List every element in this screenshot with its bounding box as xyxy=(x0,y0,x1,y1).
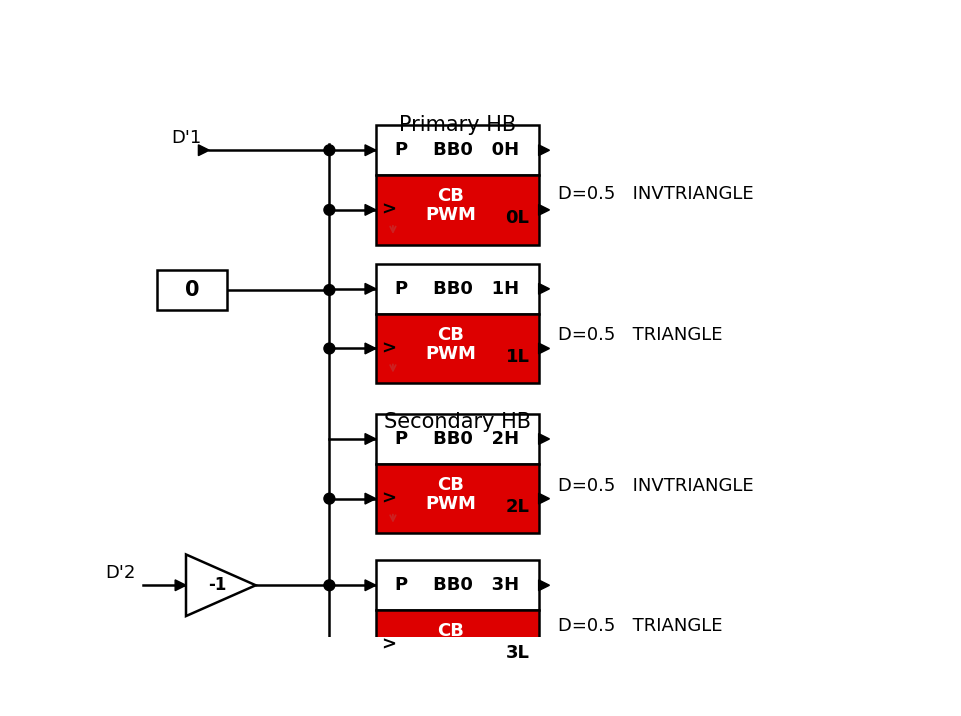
Text: P    BB0   3H: P BB0 3H xyxy=(395,576,519,594)
Bar xyxy=(376,125,538,175)
Polygon shape xyxy=(365,580,376,591)
Circle shape xyxy=(324,205,334,216)
Polygon shape xyxy=(538,493,550,504)
Text: 0L: 0L xyxy=(505,209,530,227)
Polygon shape xyxy=(538,284,550,294)
Circle shape xyxy=(324,343,334,354)
Polygon shape xyxy=(365,343,376,354)
Bar xyxy=(376,414,538,464)
Bar xyxy=(376,610,538,679)
Polygon shape xyxy=(175,580,186,591)
Text: 2L: 2L xyxy=(505,498,530,516)
Text: CB
PWM: CB PWM xyxy=(426,622,477,659)
Text: CB
PWM: CB PWM xyxy=(426,475,477,513)
Bar xyxy=(376,263,538,314)
Text: D'2: D'2 xyxy=(106,564,136,582)
Text: 3L: 3L xyxy=(505,644,530,662)
Polygon shape xyxy=(538,205,550,216)
Polygon shape xyxy=(538,343,550,354)
Text: Secondary HB: Secondary HB xyxy=(383,412,530,432)
Text: D=0.5   INVTRIANGLE: D=0.5 INVTRIANGLE xyxy=(558,185,753,203)
Text: D'1: D'1 xyxy=(171,129,202,147)
Polygon shape xyxy=(186,554,256,616)
Polygon shape xyxy=(538,580,550,591)
Polygon shape xyxy=(538,639,550,650)
Text: P    BB0   2H: P BB0 2H xyxy=(395,430,519,448)
Circle shape xyxy=(324,145,334,155)
Text: D=0.5   INVTRIANGLE: D=0.5 INVTRIANGLE xyxy=(558,477,753,495)
Polygon shape xyxy=(365,205,376,216)
Bar xyxy=(376,175,538,245)
Polygon shape xyxy=(198,145,209,155)
Text: P    BB0   0H: P BB0 0H xyxy=(395,141,519,159)
Bar xyxy=(158,270,227,310)
Text: D=0.5   TRIANGLE: D=0.5 TRIANGLE xyxy=(558,617,723,636)
Bar xyxy=(376,314,538,383)
Text: >: > xyxy=(382,201,396,219)
Polygon shape xyxy=(538,434,550,445)
Text: D=0.5   TRIANGLE: D=0.5 TRIANGLE xyxy=(558,326,723,344)
Text: >: > xyxy=(382,339,396,357)
Polygon shape xyxy=(365,145,376,155)
Text: P    BB0   1H: P BB0 1H xyxy=(395,280,519,298)
Text: 1L: 1L xyxy=(505,348,530,366)
Text: Primary HB: Primary HB xyxy=(399,115,516,135)
Text: 0: 0 xyxy=(185,280,200,300)
Text: >: > xyxy=(382,636,396,654)
Circle shape xyxy=(324,580,334,591)
Polygon shape xyxy=(365,639,376,650)
Polygon shape xyxy=(538,145,550,155)
Polygon shape xyxy=(365,434,376,445)
Text: -1: -1 xyxy=(209,576,227,594)
Text: CB
PWM: CB PWM xyxy=(426,187,477,224)
Bar xyxy=(376,560,538,610)
Polygon shape xyxy=(365,493,376,504)
Circle shape xyxy=(324,284,334,296)
Circle shape xyxy=(324,493,334,504)
Text: CB
PWM: CB PWM xyxy=(426,326,477,363)
Text: >: > xyxy=(382,490,396,508)
Bar xyxy=(376,464,538,533)
Polygon shape xyxy=(365,284,376,294)
